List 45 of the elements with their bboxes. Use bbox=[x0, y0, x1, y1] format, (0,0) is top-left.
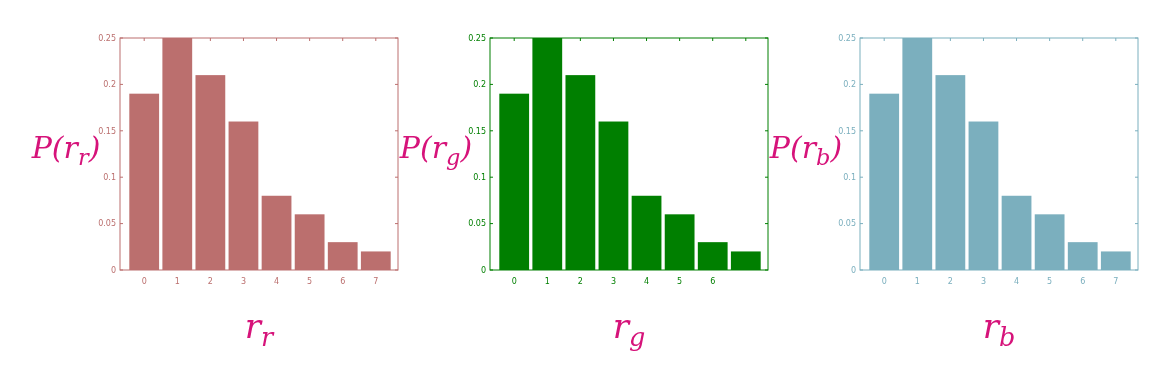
x-axis-title: r$_{b}$ bbox=[982, 306, 1016, 352]
y-tick-label: 0 bbox=[850, 265, 856, 275]
x-tick-label: 0 bbox=[141, 277, 147, 286]
x-tick-label: 2 bbox=[207, 277, 213, 286]
x-tick-label: 3 bbox=[610, 277, 616, 286]
y-axis-title: P(r$_{r}$) bbox=[30, 130, 101, 170]
y-tick-label: 0.15 bbox=[98, 126, 116, 136]
y-tick-label: 0.15 bbox=[468, 126, 486, 136]
y-tick-label: 0.05 bbox=[468, 219, 486, 229]
y-tick-label: 0.1 bbox=[103, 173, 116, 182]
y-tick-label: 0 bbox=[480, 265, 486, 275]
y-tick-label: 0.1 bbox=[843, 173, 856, 182]
x-tick-label: 5 bbox=[307, 277, 313, 286]
y-tick-label: 0.15 bbox=[838, 126, 856, 136]
y-tick-label: 0.2 bbox=[473, 80, 486, 90]
x-tick-label: 4 bbox=[1014, 277, 1020, 286]
x-tick-label: 2 bbox=[577, 277, 583, 286]
x-tick-label: 1 bbox=[914, 277, 920, 286]
x-tick-label: 7 bbox=[373, 277, 379, 286]
x-axis-title: r$_{r}$ bbox=[244, 306, 276, 352]
y-tick-label: 0.05 bbox=[98, 219, 116, 229]
y-tick-label: 0.05 bbox=[838, 219, 856, 229]
x-tick-label: 3 bbox=[240, 277, 246, 286]
x-tick-label: 6 bbox=[1080, 277, 1086, 286]
x-tick-label: 0 bbox=[511, 277, 517, 286]
y-tick-label: 0.2 bbox=[843, 80, 856, 90]
x-tick-label: 5 bbox=[1047, 277, 1053, 286]
x-tick-label: 5 bbox=[677, 277, 683, 286]
x-tick-label: 6 bbox=[340, 277, 346, 286]
x-tick-label: 6 bbox=[710, 277, 716, 286]
x-tick-label: 1 bbox=[174, 277, 180, 286]
y-tick-label: 0.2 bbox=[103, 80, 116, 90]
y-tick-label: 0.25 bbox=[468, 33, 486, 43]
x-axis-title: r$_{g}$ bbox=[612, 306, 646, 352]
x-tick-label: 7 bbox=[1113, 277, 1119, 286]
y-tick-label: 0.25 bbox=[98, 33, 116, 43]
x-tick-label: 4 bbox=[274, 277, 280, 286]
y-tick-label: 0.25 bbox=[838, 33, 856, 43]
x-tick-label: 3 bbox=[980, 277, 986, 286]
y-tick-label: 0.1 bbox=[473, 173, 486, 182]
x-tick-label: 1 bbox=[544, 277, 550, 286]
y-tick-label: 0 bbox=[110, 265, 116, 275]
x-tick-label: 0 bbox=[881, 277, 887, 286]
x-tick-label: 4 bbox=[644, 277, 650, 286]
x-tick-label: 2 bbox=[947, 277, 953, 286]
